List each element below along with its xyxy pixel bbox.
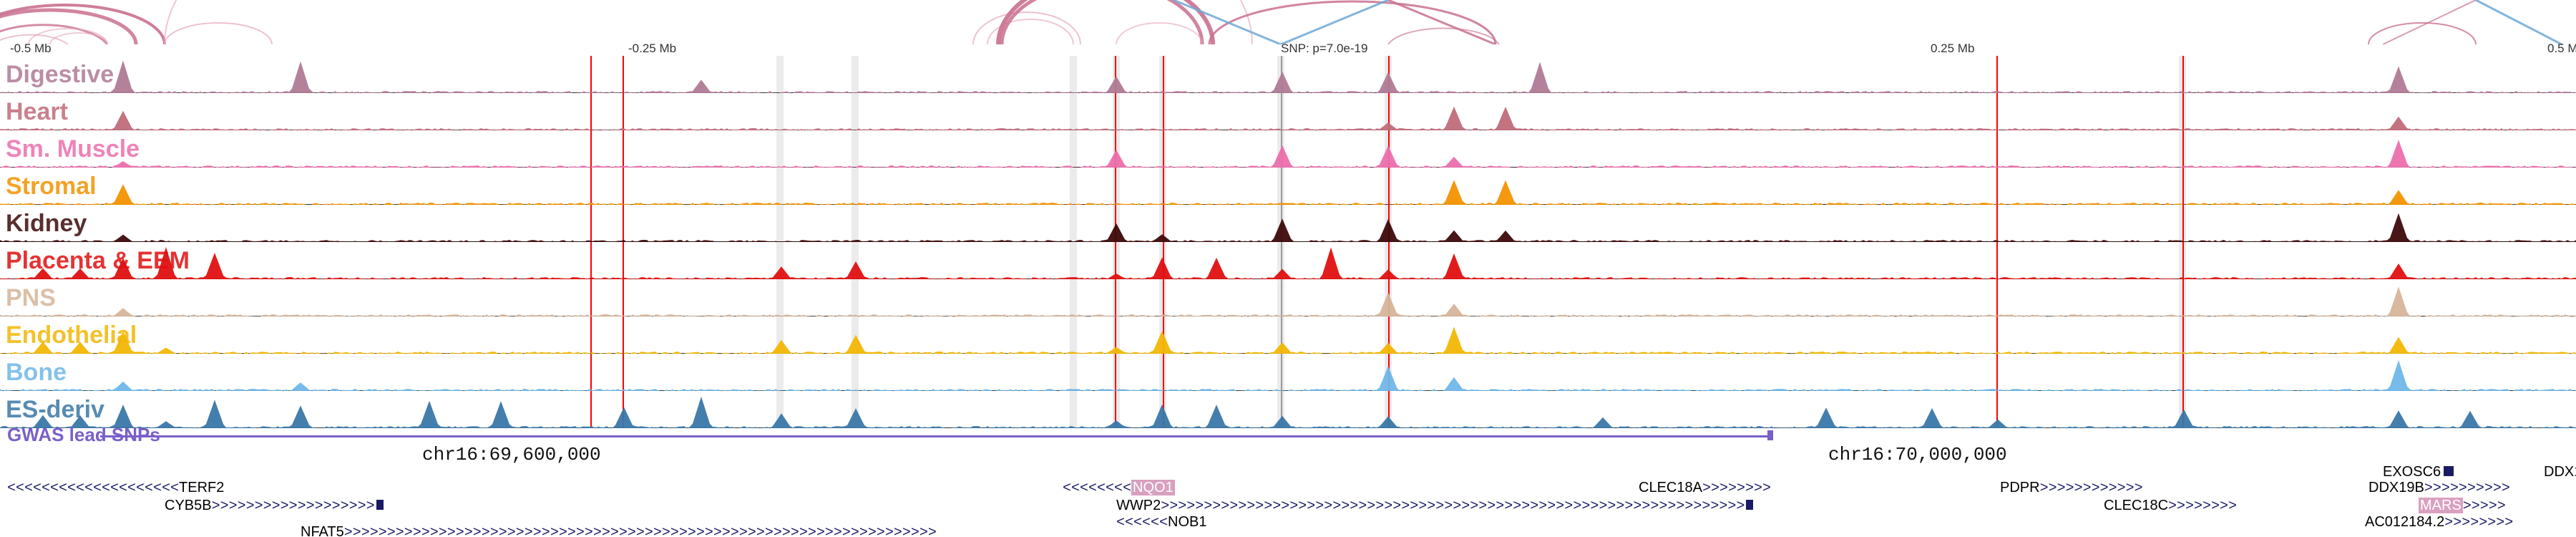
signal-plot-endothelial bbox=[0, 316, 2576, 354]
gene-model-pdpr[interactable]: PDPR>>>>>>>>>>>> bbox=[2000, 480, 2143, 494]
signal-plot-pns bbox=[0, 279, 2576, 316]
gene-label-nqo1: NQO1 bbox=[1131, 480, 1175, 495]
genome-coordinate-label-1: chr16:70,000,000 bbox=[1828, 444, 2007, 465]
gene-label-ac012184-2: AC012184.2 bbox=[2365, 514, 2444, 530]
gene-model-terf2[interactable]: <<<<<<<<<<<<<<<<<<<<TERF2 bbox=[7, 480, 224, 494]
gene-label-nfat5: NFAT5 bbox=[301, 524, 344, 537]
signal-plot-heart bbox=[0, 93, 2576, 130]
gwas-track-label: GWAS lead SNPs bbox=[7, 424, 160, 446]
gene-model-cyb5b[interactable]: CYB5B>>>>>>>>>>>>>>>>>>> bbox=[165, 498, 384, 512]
track-row-endothelial: Endothelial bbox=[0, 316, 2576, 354]
signal-plot-kidney bbox=[0, 205, 2576, 242]
gene-exon-block-1 bbox=[376, 500, 384, 510]
gwas-lead-snp-marker[interactable] bbox=[1767, 430, 1773, 440]
axis-tick-label-2: SNP: p=7.0e-19 bbox=[1281, 42, 1367, 56]
gene-label-cyb5b: CYB5B bbox=[165, 498, 212, 513]
track-row-pns: PNS bbox=[0, 279, 2576, 316]
track-row-kidney: Kidney bbox=[0, 205, 2576, 242]
gene-model-wwp2[interactable]: WWP2>>>>>>>>>>>>>>>>>>>>>>>>>>>>>>>>>>>>… bbox=[1116, 498, 1753, 512]
track-row-digestive: Digestive bbox=[0, 56, 2576, 93]
gene-label-ddx19b: DDX19B bbox=[2368, 480, 2424, 495]
axis-tick-label-3: 0.25 Mb bbox=[1931, 42, 1974, 56]
axis-tick-label-1: -0.25 Mb bbox=[628, 42, 676, 56]
gene-model-ddx19a[interactable]: DDX19A>>>> bbox=[2544, 464, 2576, 478]
gene-model-nob1[interactable]: <<<<<<NOB1 bbox=[1116, 514, 1206, 528]
gene-model-nqo1[interactable]: <<<<<<<< NQO1 bbox=[1063, 480, 1175, 494]
gwas-connector-line bbox=[100, 435, 1767, 437]
track-row-bone: Bone bbox=[0, 354, 2576, 391]
axis-tick-label-4: 0.5 Mb bbox=[2547, 42, 2576, 56]
signal-plot-placenta bbox=[0, 242, 2576, 279]
chromatin-interaction-arcs bbox=[0, 0, 2576, 44]
gene-exon-block-9 bbox=[2444, 466, 2454, 476]
gene-label-ddx19a: DDX19A bbox=[2544, 464, 2576, 480]
signal-plot-sm_muscle bbox=[0, 130, 2576, 168]
gene-label-terf2: TERF2 bbox=[179, 480, 224, 495]
axis-tick-labels-container: -0.5 Mb -0.25 Mb SNP: p=7.0e-19 0.25 Mb 0.5 … bbox=[0, 42, 2576, 56]
gene-model-nfat5[interactable]: NFAT5>>>>>>>>>>>>>>>>>>>>>>>>>>>>>>>>>>>… bbox=[301, 524, 937, 537]
track-row-stromal: Stromal bbox=[0, 168, 2576, 205]
track-row-heart: Heart bbox=[0, 93, 2576, 130]
gene-model-mars[interactable]: MARS >>>>> bbox=[2419, 498, 2506, 512]
axis-tick-label-0: -0.5 Mb bbox=[10, 42, 52, 56]
gene-label-mars: MARS bbox=[2419, 498, 2463, 513]
gene-annotation-region: GWAS lead SNPs chr16:69,600,000 chr16:70,0… bbox=[0, 422, 2576, 537]
gene-model-clec18a[interactable]: CLEC18A>>>>>>>> bbox=[1639, 480, 1771, 494]
signal-tracks: Digestive Heart Sm. Muscle Stromal Kidney Pla… bbox=[0, 56, 2576, 428]
track-row-placenta: Placenta & EEM bbox=[0, 242, 2576, 279]
signal-plot-digestive bbox=[0, 56, 2576, 93]
hic-track-browser: -0.5 Mb -0.25 Mb SNP: p=7.0e-19 0.25 Mb 0.5 … bbox=[0, 0, 2576, 537]
gene-model-clec18c[interactable]: CLEC18C>>>>>>>> bbox=[2104, 498, 2237, 512]
gene-label-exosc6: EXOSC6 bbox=[2383, 464, 2441, 480]
signal-plot-stromal bbox=[0, 168, 2576, 205]
gene-label-clec18a: CLEC18A bbox=[1639, 480, 1702, 495]
gene-label-nob1: NOB1 bbox=[1168, 514, 1206, 530]
track-row-sm_muscle: Sm. Muscle bbox=[0, 130, 2576, 168]
genome-coordinate-label-0: chr16:69,600,000 bbox=[422, 444, 601, 465]
gene-label-clec18c: CLEC18C bbox=[2104, 498, 2168, 513]
gene-label-wwp2: WWP2 bbox=[1116, 498, 1161, 513]
gene-model-exosc6[interactable]: EXOSC6 bbox=[2383, 464, 2454, 478]
gene-model-ac012184-2[interactable]: AC012184.2>>>>>>>> bbox=[2365, 514, 2513, 528]
signal-plot-bone bbox=[0, 354, 2576, 391]
gene-model-ddx19b[interactable]: DDX19B>>>>>>>>>> bbox=[2368, 480, 2510, 494]
gene-exon-block-4 bbox=[1746, 500, 1753, 510]
gene-label-pdpr: PDPR bbox=[2000, 480, 2040, 495]
